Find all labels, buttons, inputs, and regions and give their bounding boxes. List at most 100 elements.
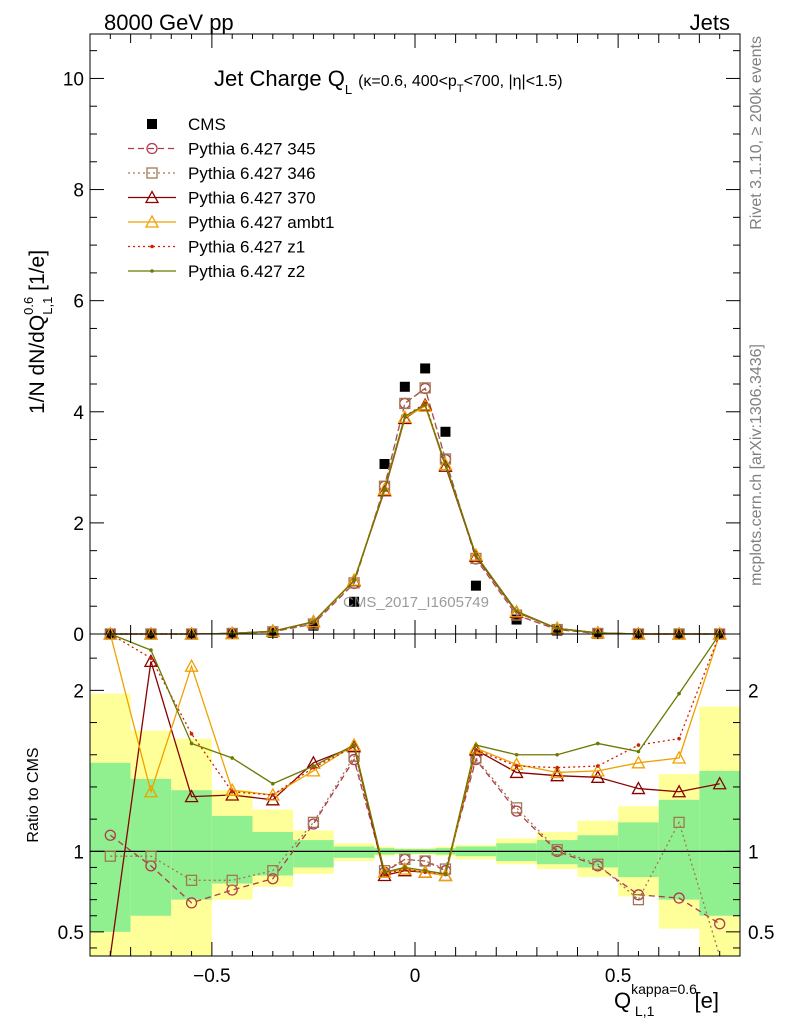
main-point-4-9 (418, 398, 433, 412)
legend-entry-6: Pythia 6.427 z2 (128, 262, 305, 281)
ratio-point-1-13 (551, 844, 563, 856)
main-point-6-10 (443, 462, 448, 466)
main-point-4-10 (438, 457, 453, 471)
ratio-point-3-6 (346, 737, 362, 751)
ratio-y-tick-label-left-1: 1 (73, 842, 84, 863)
ratio-plot-content (90, 633, 740, 957)
main-point-6-8 (403, 414, 407, 419)
ratio-point-5-10 (443, 872, 448, 876)
ratio-point-0-4 (267, 873, 279, 885)
ratio-point-1-16 (673, 816, 685, 829)
ratio-point-2-14 (590, 769, 605, 783)
legend-label-2: Pythia 6.427 346 (188, 164, 316, 183)
ratio-series-line-4 (109, 633, 721, 875)
title-cond-2: <700, |η|<1.5) (464, 73, 563, 90)
ratio-point-5-16 (677, 691, 681, 696)
main-point-2-8 (399, 397, 411, 410)
x-tick-label-1: 0 (410, 966, 421, 987)
main-point-6-12 (514, 609, 519, 614)
ratio-y-tick-label-left-2: 2 (73, 681, 84, 702)
ratio-point-5-5 (311, 764, 316, 768)
ratio-point-4-2 (189, 732, 194, 736)
main-y-tick-label-5: 10 (63, 69, 84, 90)
ylabel-pre: 1/N dN/dQ (26, 315, 49, 414)
ratio-point-3-15 (631, 755, 646, 769)
ratio-series-line-1 (110, 754, 721, 957)
main-point-2-9 (419, 382, 431, 394)
ratio-point-2-15 (631, 781, 646, 795)
ratio-point-1-5 (307, 816, 320, 829)
ratio-point-3-13 (550, 765, 565, 779)
header-right: Jets (690, 10, 730, 35)
ratio-y-tick-label-right-0: 0.5 (748, 923, 774, 944)
ratio-point-2-4 (265, 792, 280, 806)
ratio-point-4-1 (149, 656, 153, 660)
main-point-0-10 (440, 426, 451, 437)
main-plot-panel: CMS_2017_I1605749 0 2 4 6 8 10 Jet Charge QL (… (21, 33, 741, 646)
ratio-point-3-12 (509, 757, 524, 771)
main-point-1-8 (399, 397, 411, 410)
legend-marker-5 (150, 244, 154, 249)
ratio-point-5-7 (382, 870, 387, 875)
main-point-0-11 (470, 580, 481, 591)
ratio-point-5-13 (555, 752, 559, 757)
ratio-band-inner-4 (252, 832, 294, 876)
title-main-sub: L (345, 82, 352, 97)
ratio-point-5-15 (636, 749, 641, 754)
legend-entry-1: Pythia 6.427 345 (128, 140, 316, 159)
ratio-point-3-1 (143, 784, 159, 798)
legend-label-1: Pythia 6.427 345 (188, 140, 316, 159)
rivet-label: Rivet 3.1.10, ≥ 200k events (748, 36, 765, 230)
legend-entry-3: Pythia 6.427 370 (128, 189, 316, 208)
ratio-point-0-0 (104, 829, 116, 841)
main-y-tick-label-1: 2 (73, 514, 84, 535)
ratio-band-inner-13 (536, 840, 578, 865)
legend-marker-1 (146, 142, 158, 155)
ratio-plot-panel: −0.5 0 0.5 0.5 0.5 1 1 2 2 Ratio to CMS (25, 633, 774, 987)
ratio-axes: −0.5 0 0.5 0.5 0.5 1 1 2 2 (58, 634, 774, 987)
ratio-point-1-2 (185, 874, 198, 886)
legend: CMS Pythia 6.427 345 Pythia 6.427 346 Pythi… (128, 115, 334, 281)
ylabel-post: [1/e] (26, 250, 49, 297)
ratio-band-inner-0 (90, 762, 131, 932)
main-y-tick-label-2: 4 (73, 403, 84, 424)
ratio-point-4-4 (271, 793, 275, 797)
ratio-point-2-12 (509, 765, 524, 779)
ratio-point-4-12 (514, 764, 519, 768)
ratio-series-line-0 (109, 757, 721, 925)
title-cond-1: (κ=0.6, 400<p (358, 73, 457, 90)
ratio-band-inner-3 (211, 815, 253, 884)
main-point-4-11 (468, 547, 484, 561)
main-y-tick-label-4: 8 (73, 181, 84, 202)
ratio-point-4-15 (636, 743, 641, 747)
legend-marker-3 (144, 190, 160, 204)
legend-entry-2: Pythia 6.427 346 (128, 164, 316, 183)
ratio-point-0-12 (510, 805, 523, 817)
ratio-point-5-9 (423, 868, 427, 873)
ratio-point-4-16 (677, 736, 681, 741)
ratio-point-0-17 (714, 918, 726, 930)
main-point-0-8 (399, 381, 410, 392)
ratio-point-5-4 (271, 781, 275, 786)
main-point-0-5 (308, 620, 319, 631)
ratio-point-5-3 (230, 756, 234, 760)
ratio-y-label: Ratio to CMS (25, 747, 42, 842)
main-point-6-9 (423, 403, 427, 407)
ratio-point-5-11 (474, 743, 478, 747)
x-tick-label-2: 0.5 (605, 966, 631, 987)
ratio-point-4-3 (230, 789, 234, 794)
main-point-4-12 (509, 604, 524, 618)
ratio-point-3-5 (306, 763, 321, 777)
ylabel-sub: L,1 (40, 297, 55, 315)
xlabel-post: [e] (688, 988, 719, 1013)
main-point-0-9 (420, 363, 431, 374)
legend-entry-0: CMS (147, 115, 226, 134)
ratio-band-inner-17 (699, 770, 740, 916)
ratio-point-1-12 (510, 802, 523, 814)
ratio-point-4-13 (555, 765, 559, 770)
ratio-band-inner-16 (658, 799, 700, 900)
legend-marker-4 (144, 214, 160, 228)
ratio-point-5-14 (596, 741, 600, 746)
ratio-point-2-3 (225, 787, 240, 801)
ratio-point-3-2 (184, 658, 199, 672)
